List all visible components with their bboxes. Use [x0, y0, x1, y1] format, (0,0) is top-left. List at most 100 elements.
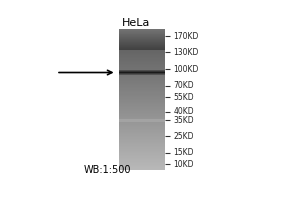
Text: 15KD: 15KD [173, 148, 194, 157]
Bar [119, 57, 165, 58]
Bar [119, 34, 165, 35]
Bar [119, 45, 165, 46]
Bar [119, 108, 165, 109]
Bar [119, 150, 165, 151]
Bar [119, 109, 165, 110]
Bar [119, 146, 165, 147]
Bar [119, 153, 165, 154]
Bar [119, 100, 165, 101]
Bar [119, 127, 165, 128]
Bar [119, 149, 165, 150]
Bar [119, 58, 165, 59]
Bar [119, 41, 165, 42]
Text: HeLa: HeLa [122, 18, 151, 28]
Bar [119, 31, 165, 32]
Bar [119, 131, 165, 132]
Bar [119, 71, 165, 72]
Bar [119, 165, 165, 166]
Bar [119, 82, 165, 83]
Bar [119, 103, 165, 104]
Bar [119, 125, 165, 126]
Bar [119, 119, 165, 120]
Bar [119, 142, 165, 143]
Bar [119, 93, 165, 94]
Bar [119, 121, 165, 122]
Bar [119, 102, 165, 103]
Bar [119, 118, 165, 119]
Bar [119, 73, 165, 74]
Bar [119, 167, 165, 168]
Bar [119, 94, 165, 95]
Bar [119, 162, 165, 163]
Bar [119, 96, 165, 97]
Bar [119, 134, 165, 135]
Bar [119, 70, 165, 71]
Bar [119, 68, 165, 69]
Bar [119, 46, 165, 47]
Bar [119, 156, 165, 157]
Text: 25KD: 25KD [173, 132, 194, 141]
Bar [119, 133, 165, 134]
Bar [119, 88, 165, 89]
Text: 55KD: 55KD [173, 93, 194, 102]
Text: 70KD: 70KD [173, 81, 194, 90]
Bar [119, 39, 165, 40]
Bar [119, 104, 165, 105]
Text: 100KD: 100KD [173, 65, 199, 74]
Bar [119, 37, 165, 38]
Bar [119, 30, 165, 31]
Bar [119, 114, 165, 115]
Bar [119, 75, 165, 76]
Bar [119, 45, 165, 46]
Bar [119, 98, 165, 99]
Bar [119, 72, 165, 73]
Bar [119, 143, 165, 144]
Bar [119, 95, 165, 96]
Bar [119, 34, 165, 35]
Bar [119, 152, 165, 153]
Bar [119, 78, 165, 79]
Bar [119, 160, 165, 161]
Bar [119, 66, 165, 67]
Bar [119, 69, 165, 70]
Bar [119, 50, 165, 51]
Bar [119, 113, 165, 114]
Bar [119, 154, 165, 155]
Text: 10KD: 10KD [173, 160, 194, 169]
Bar [119, 90, 165, 91]
Bar [119, 38, 165, 39]
Bar [119, 169, 165, 170]
Bar [119, 123, 165, 124]
Bar [119, 49, 165, 50]
Bar [119, 148, 165, 149]
Bar [119, 30, 165, 31]
Text: 170KD: 170KD [173, 32, 199, 41]
Bar [119, 137, 165, 138]
Bar [119, 42, 165, 43]
Bar [119, 129, 165, 130]
Bar [119, 61, 165, 62]
Bar [119, 159, 165, 160]
Bar [119, 116, 165, 117]
Bar [119, 112, 165, 113]
Bar [119, 139, 165, 140]
Bar [119, 56, 165, 57]
Bar [119, 86, 165, 87]
Bar [119, 59, 165, 60]
Bar [119, 92, 165, 93]
Bar [119, 40, 165, 41]
Bar [119, 89, 165, 90]
Bar [119, 32, 165, 33]
Bar [119, 70, 165, 71]
Bar [119, 164, 165, 165]
Bar [119, 62, 165, 63]
Bar [119, 76, 165, 77]
Bar [119, 55, 165, 56]
Bar [119, 39, 165, 40]
Bar [119, 60, 165, 61]
Bar [119, 147, 165, 148]
Bar [119, 97, 165, 98]
Bar [119, 63, 165, 64]
Bar [119, 141, 165, 142]
Bar [119, 29, 165, 30]
